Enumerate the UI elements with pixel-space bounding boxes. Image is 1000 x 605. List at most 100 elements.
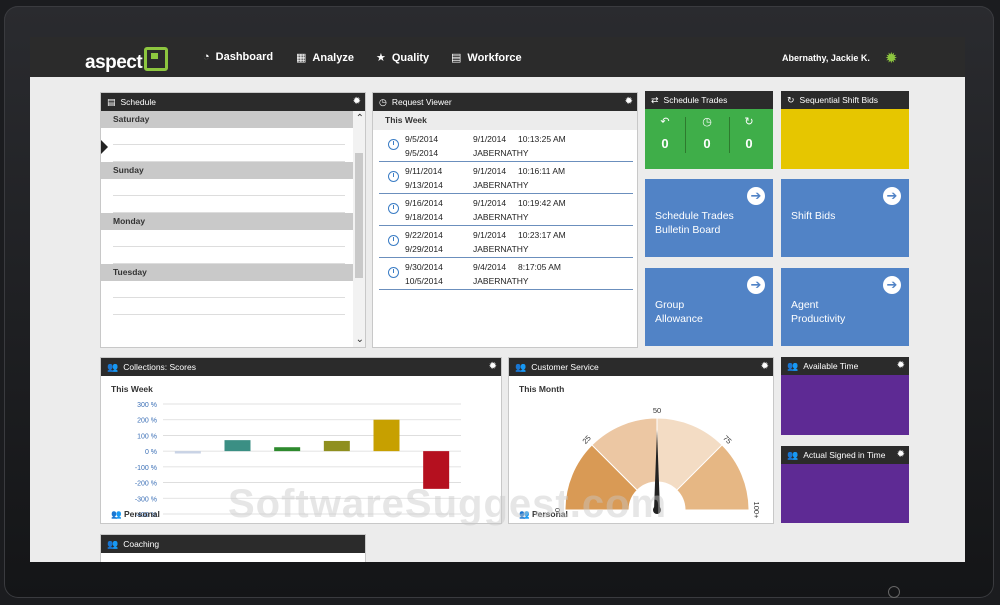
y-tick-label: 0 %: [145, 449, 157, 456]
schedule-panel: ▤ Schedule ✹ Saturday Sunday Monday Tuesda…: [100, 92, 366, 348]
bar[interactable]: [224, 440, 251, 452]
users-icon: 👥: [107, 539, 119, 549]
refresh-clock-icon: ↻: [744, 116, 754, 128]
actual-signed-in-time-tile[interactable]: 👥 Actual Signed in Time ✹: [781, 446, 909, 523]
trade-counter[interactable]: ↻ 0: [729, 115, 769, 151]
request-user: JABERNATHY: [473, 244, 529, 254]
y-tick-label: -200 %: [135, 481, 157, 488]
time-slot[interactable]: [113, 298, 345, 315]
bar[interactable]: [373, 419, 400, 452]
logo[interactable]: aspect: [85, 47, 169, 74]
time-slot[interactable]: [113, 179, 345, 196]
scores-bar-chart: 300 % 200 % 100 % 0 % -100 % -200 % -300 % -400…: [135, 402, 461, 519]
bar[interactable]: [323, 440, 350, 452]
bar[interactable]: [274, 447, 301, 452]
gauge-tick-label: 25: [581, 434, 593, 446]
nav-workforce[interactable]: ▤ Workforce: [451, 52, 522, 64]
request-row[interactable]: 9/11/2014 9/13/2014 9/1/2014 10:16:11 AM JAB…: [379, 162, 633, 194]
gauge-tick-label: 100+: [752, 502, 761, 520]
users-icon: 👥: [107, 362, 119, 372]
power-icon[interactable]: [888, 586, 900, 598]
clock-icon: ◷: [379, 97, 387, 107]
panel-header: 👥 Actual Signed in Time ✹: [781, 446, 909, 464]
request-start-date: 9/30/2014: [405, 262, 443, 272]
submitted-date: 9/1/2014: [473, 230, 507, 240]
nav-analyze[interactable]: ▦ Analyze: [296, 52, 354, 64]
watermark: SoftwareSuggest.com: [228, 482, 668, 526]
app-screen: aspect ◔ Dashboard ▦ Analyze ★ Quality ▤ Wor…: [30, 37, 965, 562]
scope-label: 👥 Personal: [519, 509, 568, 519]
customer-service-panel: 👥 Customer Service ✹ This Month 0 25 50 75 100…: [508, 357, 774, 524]
request-start-date: 9/5/2014: [405, 134, 439, 144]
request-list: 9/5/2014 9/5/2014 9/1/2014 10:13:25 AM JABER…: [373, 130, 637, 290]
clock-icon: [388, 139, 399, 150]
schedule-trades-tile[interactable]: ⇄ Schedule Trades ↶ 0 ◷ 0 ↻ 0: [645, 91, 773, 169]
submitted-date: 9/1/2014: [473, 134, 507, 144]
agent-productivity-tile[interactable]: ➔ Agent Productivity: [781, 268, 909, 346]
request-row[interactable]: 9/30/2014 10/5/2014 9/4/2014 8:17:05 AM JABE…: [379, 258, 633, 290]
scope-label: 👥 Personal: [111, 509, 160, 519]
day-header: Saturday: [101, 111, 353, 128]
nav-dashboard[interactable]: ◔ Dashboard: [203, 51, 274, 63]
trade-counter[interactable]: ◷ 0: [687, 115, 727, 151]
arrow-right-icon[interactable]: ➔: [747, 276, 765, 294]
trade-counter[interactable]: ↶ 0: [645, 115, 685, 151]
scrollbar[interactable]: ⌃ ⌄: [353, 111, 365, 347]
y-tick-label: -400 %: [135, 512, 157, 519]
gear-icon[interactable]: ✹: [624, 96, 633, 107]
group-allowance-tile[interactable]: ➔ Group Allowance: [645, 268, 773, 346]
submitted-date: 9/1/2014: [473, 198, 507, 208]
request-row[interactable]: 9/22/2014 9/29/2014 9/1/2014 10:23:17 AM JAB…: [379, 226, 633, 258]
submitted-date: 9/4/2014: [473, 262, 507, 272]
panel-header: ◷ Request Viewer ✹: [373, 93, 637, 111]
arrow-right-icon[interactable]: ➔: [747, 187, 765, 205]
users-icon: 👥: [519, 509, 530, 519]
gear-icon[interactable]: ✹: [352, 96, 361, 107]
arrow-right-icon[interactable]: ➔: [883, 187, 901, 205]
time-slot[interactable]: [113, 230, 345, 247]
tile-title: Agent Productivity: [791, 299, 846, 325]
gear-icon[interactable]: ✹: [488, 361, 497, 372]
users-icon: 👥: [787, 450, 799, 460]
request-user: JABERNATHY: [473, 276, 529, 286]
tile-title: Schedule Trades Bulletin Board: [655, 210, 734, 236]
gear-icon[interactable]: ✹: [896, 449, 905, 460]
gear-icon[interactable]: ✹: [760, 361, 769, 372]
period-label: This Month: [519, 384, 565, 394]
clock-icon: [388, 203, 399, 214]
available-time-tile[interactable]: 👥 Available Time ✹: [781, 357, 909, 435]
time-slot[interactable]: [113, 128, 345, 145]
reply-icon: ↶: [660, 116, 670, 128]
shift-bids-tile[interactable]: ➔ Shift Bids: [781, 179, 909, 257]
request-row[interactable]: 9/16/2014 9/18/2014 9/1/2014 10:19:42 AM JAB…: [379, 194, 633, 226]
time-slot[interactable]: [113, 196, 345, 213]
bar[interactable]: [174, 451, 201, 454]
sequential-shift-bids-tile[interactable]: ↻ Sequential Shift Bids: [781, 91, 909, 169]
request-user: JABERNATHY: [473, 148, 529, 158]
panel-header: 👥 Customer Service ✹: [509, 358, 773, 376]
arrow-right-icon[interactable]: ➔: [883, 276, 901, 294]
gear-icon[interactable]: ✹: [896, 360, 905, 371]
clock-icon: [388, 267, 399, 278]
request-row[interactable]: 9/5/2014 9/5/2014 9/1/2014 10:13:25 AM JABER…: [379, 130, 633, 162]
request-end-date: 9/13/2014: [405, 180, 443, 190]
clock-icon: ◷: [702, 116, 712, 128]
scroll-up-icon[interactable]: ⌃: [355, 113, 364, 124]
scrollbar-thumb[interactable]: [355, 153, 363, 278]
gauge-tick-label: 50: [653, 406, 661, 415]
time-slot[interactable]: [113, 281, 345, 298]
nav-quality[interactable]: ★ Quality: [376, 52, 430, 64]
gauge-needle: [654, 430, 660, 510]
scroll-down-icon[interactable]: ⌄: [355, 334, 364, 345]
request-user: JABERNATHY: [473, 180, 529, 190]
bulletin-board-tile[interactable]: ➔ Schedule Trades Bulletin Board: [645, 179, 773, 257]
time-slot[interactable]: [113, 145, 345, 162]
settings-gear-icon[interactable]: ✹: [885, 50, 898, 67]
time-slot[interactable]: [113, 247, 345, 264]
collections-scores-panel: 👥 Collections: Scores ✹ This Week 300 % 200…: [100, 357, 502, 524]
refresh-icon: ↻: [787, 95, 795, 105]
gauge-segment: [676, 444, 750, 511]
user-name[interactable]: Abernathy, Jackie K.: [782, 53, 870, 63]
bar[interactable]: [423, 451, 450, 489]
request-end-date: 10/5/2014: [405, 276, 443, 286]
